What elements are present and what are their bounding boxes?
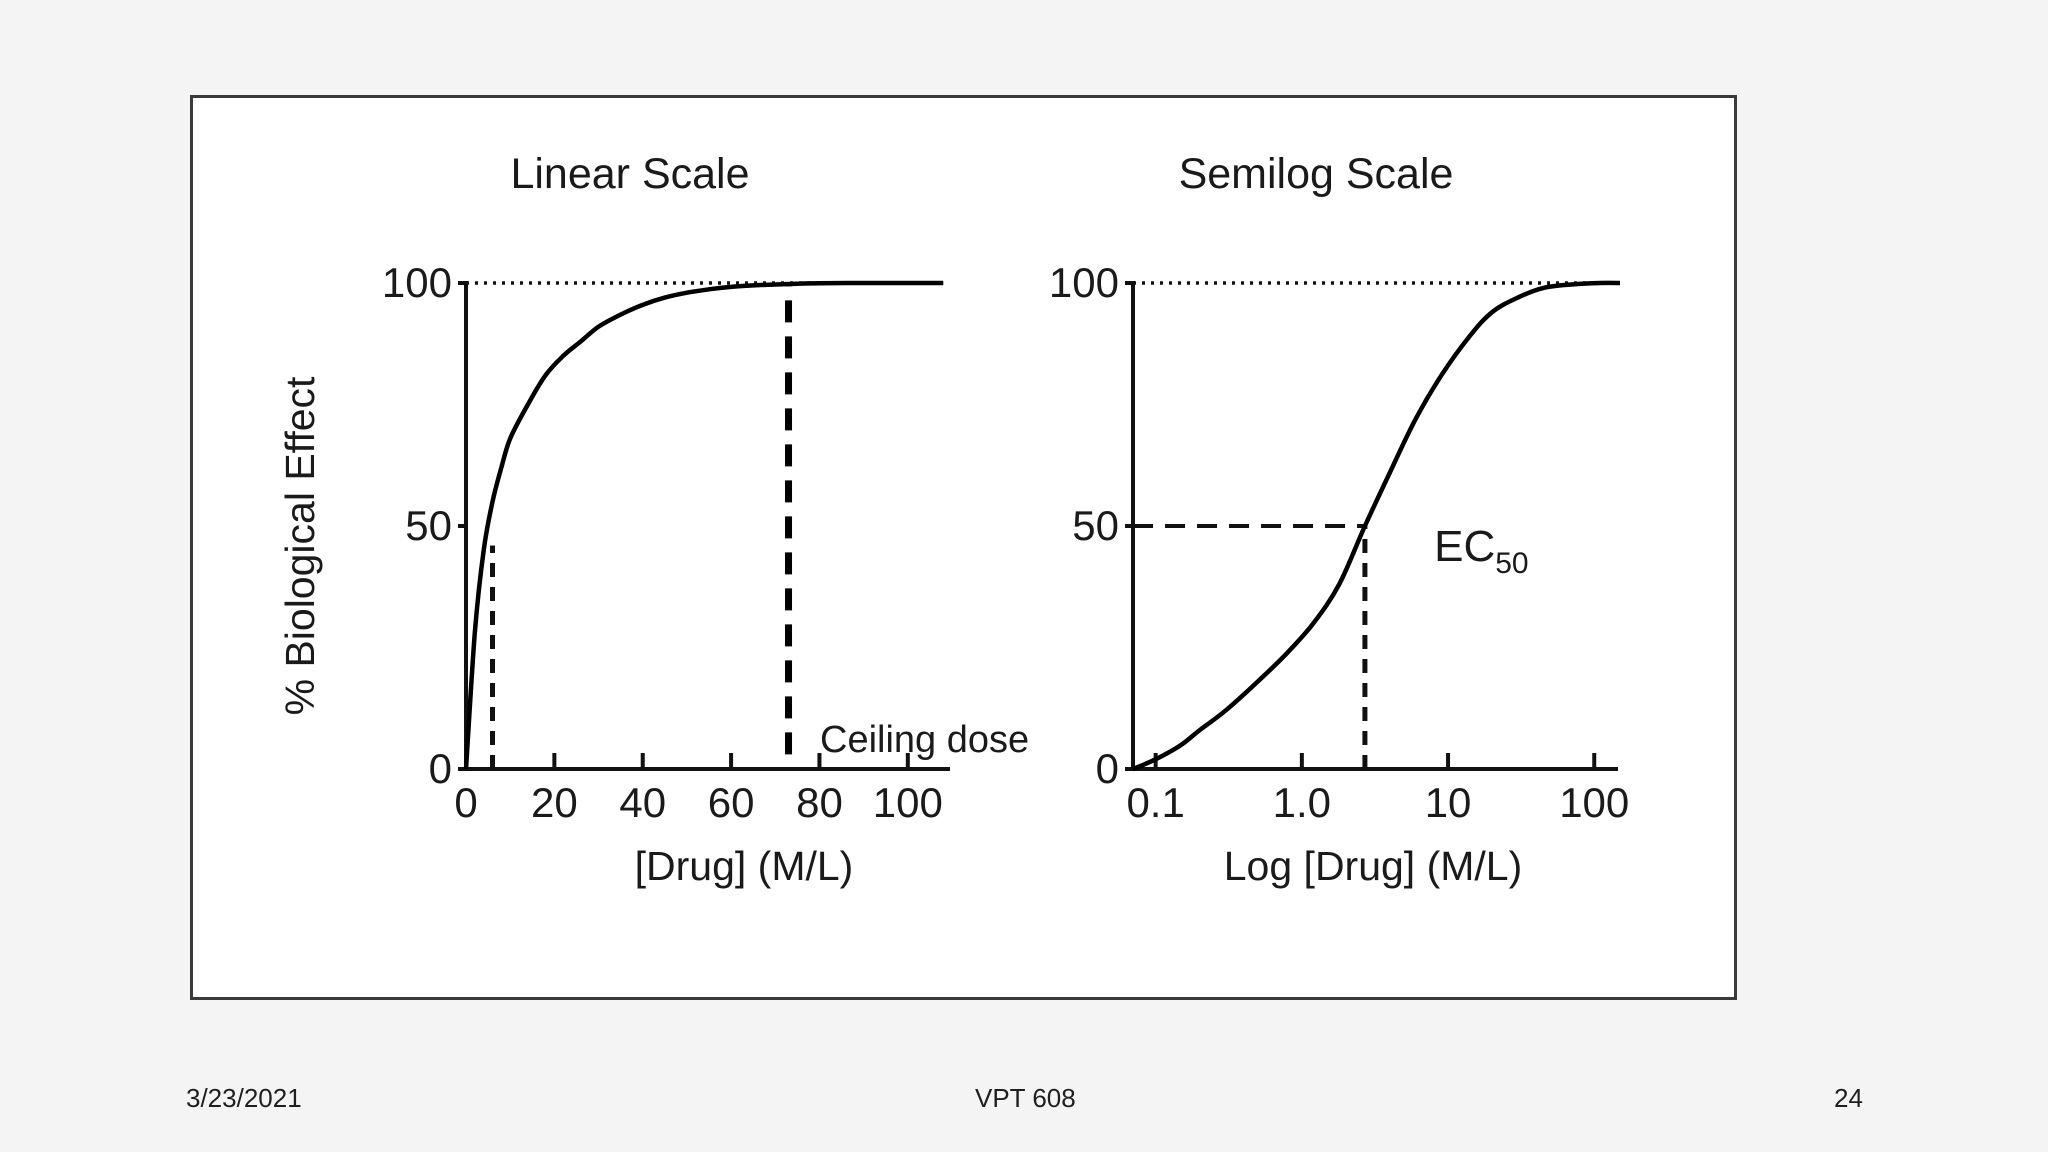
x-tick-label: 20 [531,779,578,826]
y-tick-label: 0 [1096,745,1119,792]
x-tick-label: 100 [873,779,943,826]
y-tick-label: 100 [382,259,452,306]
ec50-label: EC50 [1434,522,1529,580]
y-tick-label: 50 [1072,502,1119,549]
x-axis-label: [Drug] (M/L) [635,843,854,889]
y-tick-label: 100 [1049,259,1119,306]
ec50-label-main: EC [1434,522,1495,571]
x-tick-label: 10 [1425,779,1472,826]
ceiling-dose-label: Ceiling dose [820,719,1029,761]
y-axis-label: % Biological Effect [277,376,323,715]
y-tick-label: 50 [405,502,452,549]
dose-response-curve [463,280,944,770]
chart-title: Linear Scale [510,150,749,198]
x-tick-label: 1.0 [1273,779,1331,826]
chart-panel-2: Semilog Scale 0 50 100 0.1 1.0 10 100 Log [Drug]… [1049,150,1629,889]
chart-title: Semilog Scale [1179,150,1454,198]
x-tick-label: 100 [1559,779,1629,826]
x-axis-label: Log [Drug] (M/L) [1224,843,1523,889]
x-tick-label: 0.1 [1126,779,1184,826]
footer-page-number: 24 [1834,1083,1863,1113]
x-tick-label: 60 [708,779,755,826]
footer-date: 3/23/2021 [186,1083,302,1113]
chart-panel-1: Linear Scale 0 50 100 0 20 40 60 80 100 [Drug] (M/… [277,150,1029,889]
footer-course: VPT 608 [975,1083,1076,1113]
ec50-label-subscript: 50 [1495,547,1528,580]
y-tick-label: 0 [429,745,452,792]
dose-response-curve [1132,280,1621,772]
x-tick-label: 40 [619,779,666,826]
figure-frame [190,95,1737,1000]
x-tick-label: 80 [796,779,843,826]
x-tick-label: 0 [454,779,477,826]
